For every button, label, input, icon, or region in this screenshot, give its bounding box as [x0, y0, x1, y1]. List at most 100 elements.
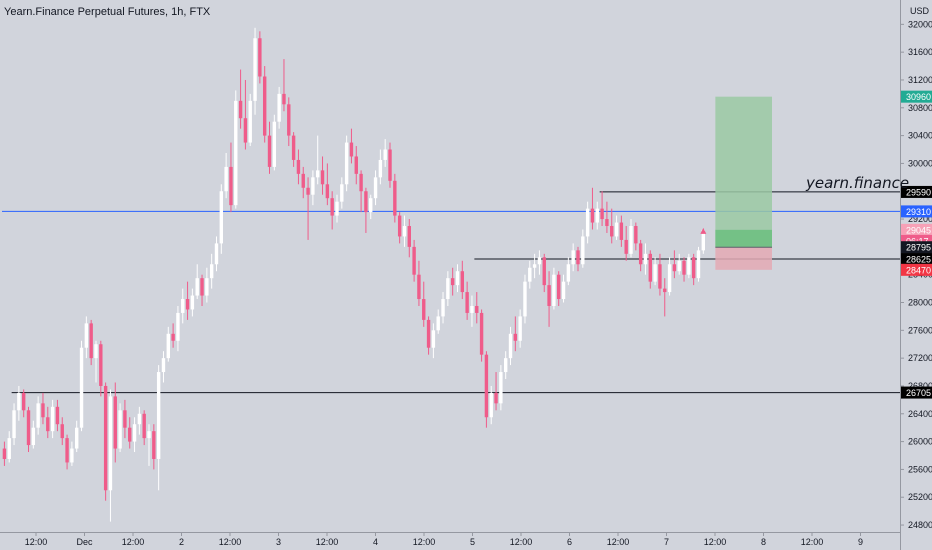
candle-body: [513, 333, 518, 341]
candle-body: [667, 264, 672, 293]
candle-body: [50, 406, 55, 432]
candle-body: [214, 243, 219, 265]
price-label-box: [901, 90, 932, 103]
candle-body: [200, 278, 204, 296]
price-label-text: 26705: [906, 388, 931, 398]
y-tick-label: 25600: [908, 464, 932, 474]
candle-body: [528, 267, 532, 282]
candle-body: [258, 38, 262, 77]
candle-body: [152, 431, 156, 459]
x-tick-label: 2: [179, 537, 184, 547]
x-tick-label: 12:00: [122, 537, 145, 547]
candle-body: [369, 198, 373, 213]
candle-body: [696, 250, 701, 279]
candle-body: [156, 372, 161, 459]
candle-body: [79, 347, 84, 428]
candle-body: [185, 299, 190, 310]
candle-body: [330, 198, 334, 216]
candle-body: [494, 392, 498, 404]
x-tick-label: 12:00: [704, 537, 727, 547]
y-tick-label: 31600: [908, 47, 932, 57]
candle-body: [65, 438, 69, 463]
candle-body: [147, 431, 151, 439]
chart-annotation: yearn.finance: [806, 174, 910, 192]
candle-body: [21, 392, 26, 411]
candle-body: [132, 424, 137, 442]
x-tick-label: 12:00: [510, 537, 533, 547]
candle-body: [629, 226, 633, 254]
candle-body: [523, 281, 527, 317]
candle-body: [2, 448, 7, 459]
candle-body: [489, 392, 493, 418]
y-tick-label: 27600: [908, 325, 932, 335]
candle-body: [277, 93, 281, 122]
candle-body: [248, 100, 252, 143]
candle-body: [262, 76, 267, 136]
candle-body: [383, 149, 387, 160]
candle-body: [484, 354, 489, 418]
price-label-box: [901, 205, 932, 218]
candle-body: [672, 264, 677, 272]
y-tick-label: 26400: [908, 409, 932, 419]
price-label-box: [901, 223, 932, 236]
candle-body: [219, 191, 224, 244]
candle-body: [677, 260, 681, 272]
candle-body: [118, 410, 122, 449]
candle-body: [663, 288, 667, 293]
candle-body: [426, 319, 431, 348]
y-tick-label: 32000: [908, 19, 932, 29]
candle-body: [436, 316, 440, 331]
price-label-box: [901, 241, 932, 254]
candle-body: [296, 159, 301, 174]
candle-body: [691, 257, 696, 279]
candle-body: [595, 208, 599, 223]
profit-zone: [715, 96, 772, 248]
x-tick-label: 3: [276, 537, 281, 547]
candle-body: [581, 236, 585, 265]
price-label-text: 28795: [906, 243, 931, 253]
candle-body: [393, 180, 397, 216]
y-tick-label: 27200: [908, 353, 932, 363]
candle-body: [532, 264, 537, 268]
candle-body: [503, 358, 508, 373]
price-label-text: 30960: [906, 92, 931, 102]
candle-body: [359, 173, 363, 192]
candle-body: [238, 100, 243, 119]
x-tick-label: 12:00: [607, 537, 630, 547]
candle-body: [176, 312, 180, 341]
candle-body: [301, 173, 305, 188]
candle-body: [128, 427, 132, 442]
candle-body: [431, 330, 436, 348]
candle-body: [441, 299, 445, 317]
candle-body: [243, 118, 248, 143]
x-tick-label: 7: [664, 537, 669, 547]
candle-body: [99, 344, 103, 386]
x-tick-label: 12:00: [413, 537, 436, 547]
candle-body: [455, 271, 460, 286]
candle-body: [465, 292, 469, 313]
candle-body: [373, 177, 378, 199]
candle-body: [171, 333, 175, 341]
y-tick-label: 30800: [908, 103, 932, 113]
candle-body: [605, 219, 609, 227]
candle-body: [17, 392, 21, 411]
y-tick-label: 28000: [908, 298, 932, 308]
y-tick-label: 24800: [908, 520, 932, 530]
candle-body: [542, 257, 546, 286]
candle-body: [634, 226, 638, 244]
candle-body: [272, 121, 277, 167]
x-tick-label: 4: [373, 537, 378, 547]
candle-body: [619, 222, 624, 240]
candle-body: [701, 229, 706, 251]
candle-body: [499, 372, 503, 404]
candle-body: [407, 226, 411, 247]
candle-body: [402, 226, 407, 237]
candle-body: [475, 305, 479, 313]
candle-body: [450, 278, 455, 286]
x-tick-label: 12:00: [316, 537, 339, 547]
candle-body: [422, 299, 426, 320]
candle-body: [378, 159, 383, 178]
candle-body: [31, 427, 36, 446]
currency-label: USD: [910, 6, 930, 16]
